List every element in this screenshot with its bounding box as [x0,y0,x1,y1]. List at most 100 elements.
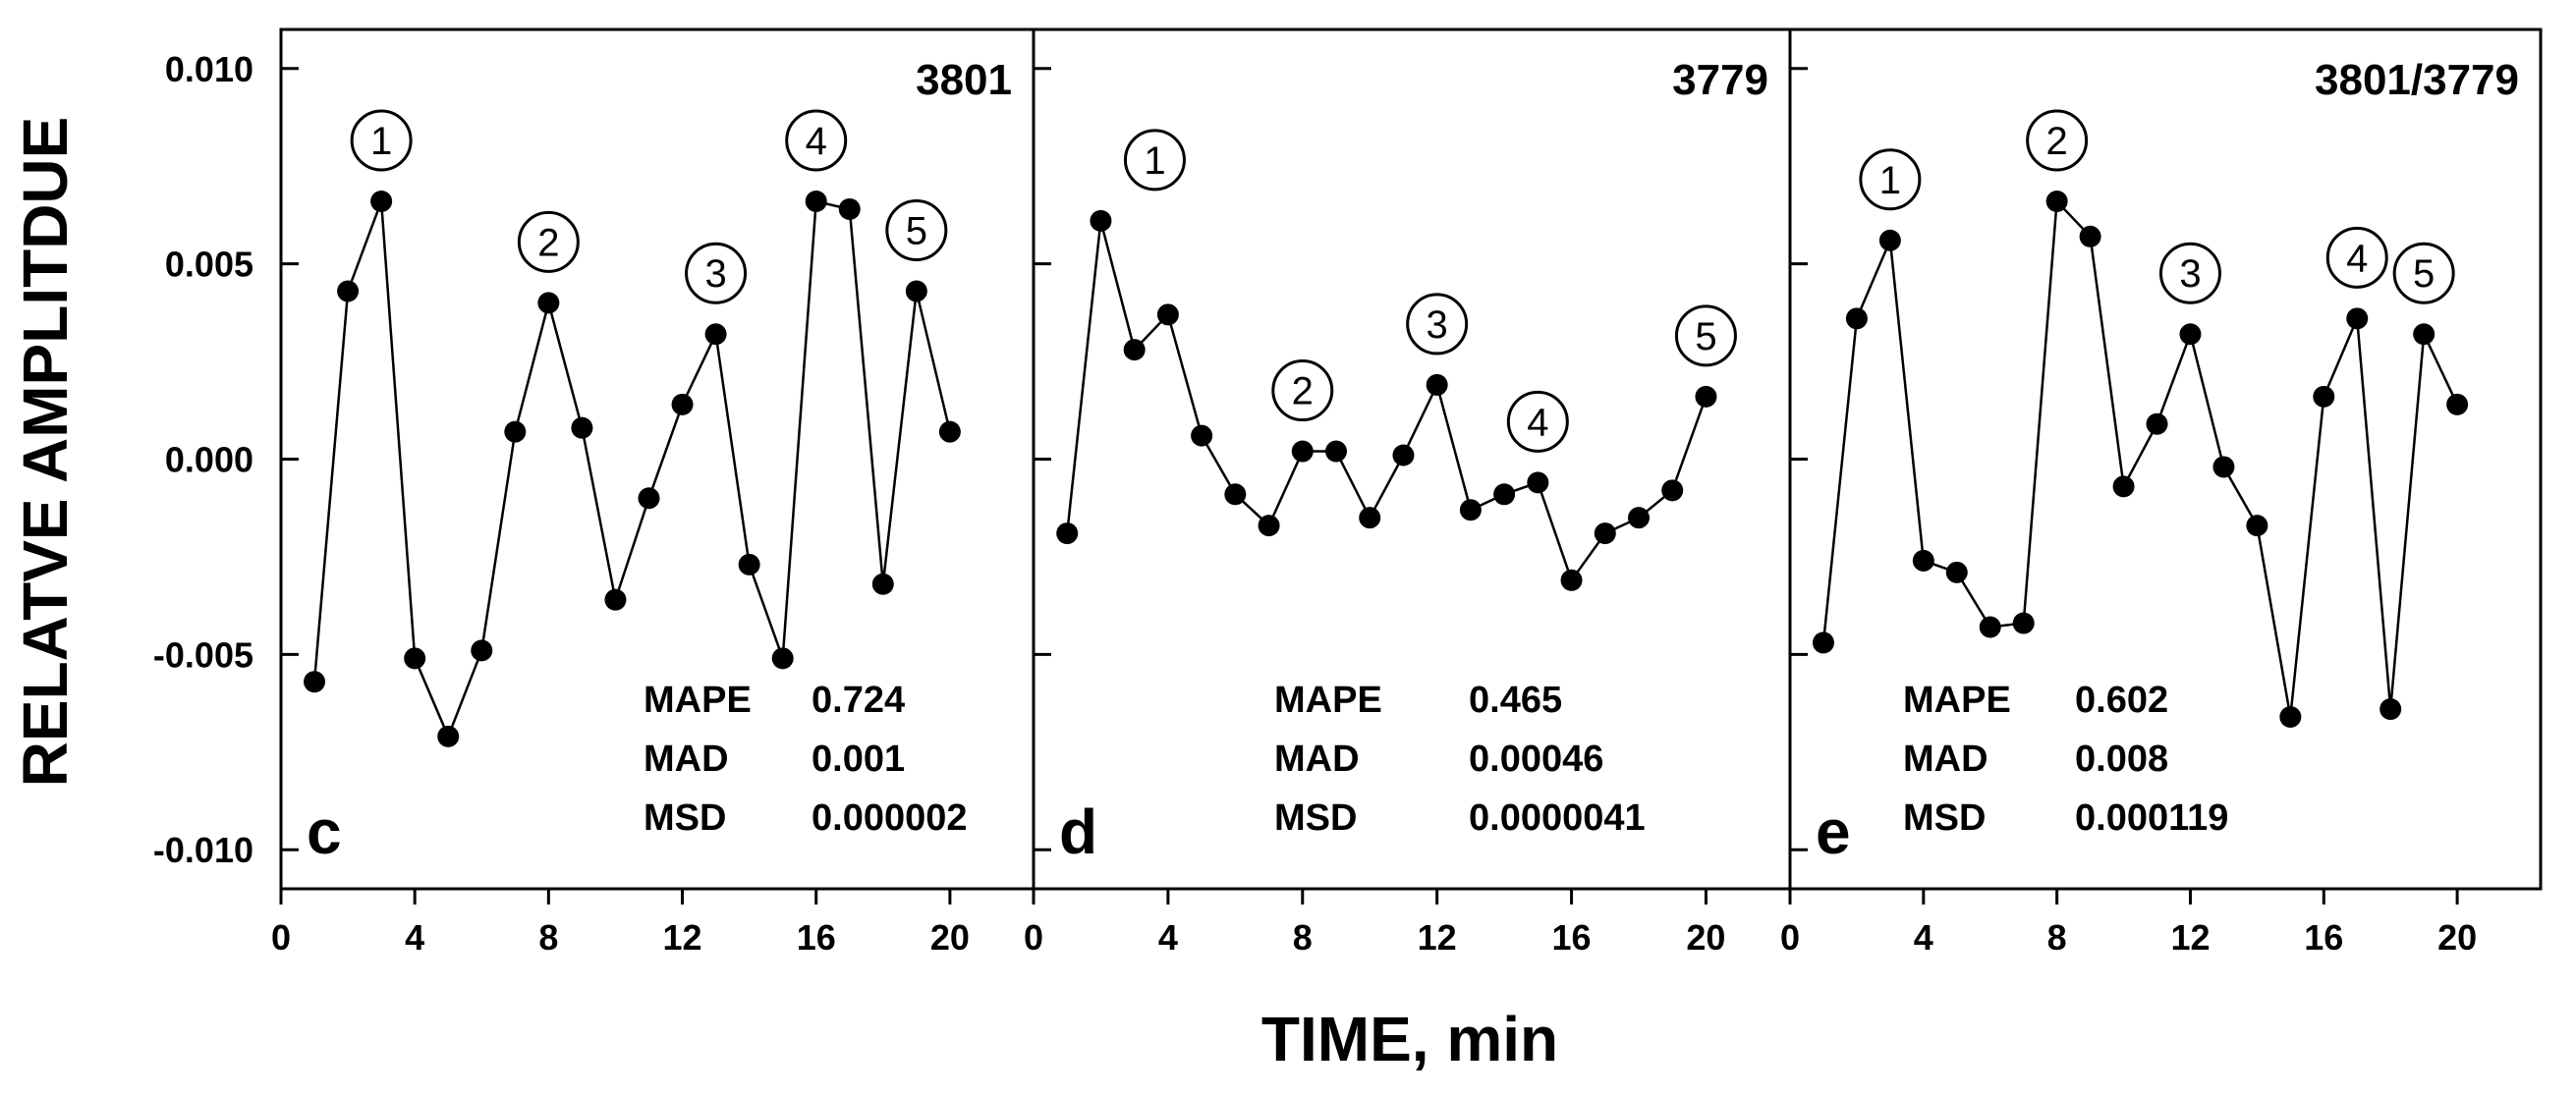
panel-title: 3801/3779 [2315,56,2519,104]
stat-name: MAD [644,739,729,780]
data-point [838,197,861,220]
peak-marker-label: 5 [906,209,927,252]
data-point [638,487,660,510]
x-axis-title: TIME, min [1261,1004,1558,1074]
data-point [304,671,326,693]
panel-title: 3801 [916,56,1012,104]
peak-marker [1506,390,1569,453]
x-tick-label: 20 [2437,917,2477,958]
stat-name: MAD [1274,739,1360,780]
peak-marker-label: 2 [537,221,559,264]
data-point [370,191,393,212]
x-tick-label: 12 [663,917,702,958]
stat-value: 0.602 [2075,680,2168,721]
peak-marker [2158,242,2221,304]
panel-letter: e [1816,796,1851,867]
data-point [2413,323,2436,346]
panel-letter: c [307,796,342,867]
peak-marker [685,242,748,304]
peak-marker-label: 3 [2179,252,2201,296]
x-tick-label: 8 [1293,917,1313,958]
x-tick-label: 12 [1418,917,1457,958]
peak-marker [1123,129,1186,192]
data-point [1695,385,1717,408]
data-point [2380,698,2402,721]
peak-marker-label: 4 [806,120,827,163]
data-point [1845,307,1868,330]
data-point [2045,191,2068,212]
x-tick-label: 16 [1552,917,1592,958]
data-point [1056,522,1079,545]
peak-marker [1859,148,1922,211]
data-point [2279,706,2302,728]
peak-marker [350,109,413,172]
stat-name: MAPE [1274,680,1382,721]
stat-name: MSD [644,797,726,839]
data-point [805,191,827,212]
peak-marker-label: 4 [1527,401,1548,444]
data-point [1812,631,1834,654]
data-point [1979,616,2001,638]
data-point [1258,515,1280,537]
data-point [2346,307,2369,330]
data-point [504,420,527,443]
stat-value: 0.000002 [812,797,968,839]
stat-value: 0.465 [1469,680,1562,721]
peak-marker [1674,304,1737,367]
data-point [604,588,627,611]
x-tick-label: 0 [1780,917,1800,958]
data-point [2112,475,2135,498]
data-point [537,292,560,314]
panel-title: 3779 [1672,56,1768,104]
stat-name: MSD [1274,797,1357,839]
data-point [1878,229,1901,251]
y-axis-title: RELATVE AMPLITDUE [10,117,81,788]
data-point [1459,499,1482,521]
peak-marker [885,198,948,261]
peak-marker-label: 3 [1427,303,1448,347]
stat-value: 0.00046 [1469,739,1603,780]
peak-marker [2392,242,2455,304]
peak-marker-label: 1 [1144,139,1165,183]
x-tick-label: 4 [405,917,424,958]
peak-marker-label: 4 [2346,237,2368,280]
data-point [871,573,894,595]
data-point [1123,339,1146,361]
x-tick-label: 8 [538,917,558,958]
data-point [1560,569,1583,591]
y-axis: 0.010 0.005 0.000 -0.005 -0.010 [153,49,1808,870]
x-tick-label: 4 [1914,917,1933,958]
data-point [2179,323,2202,346]
data-point [2212,456,2235,478]
panel-letter: d [1059,796,1097,867]
data-point [1912,549,1934,572]
peak-marker-label: 5 [2413,252,2435,296]
y-tick-label: 0.000 [165,440,253,480]
data-point [437,725,460,747]
peak-marker-label: 3 [704,252,726,296]
x-tick-label: 20 [1686,917,1725,958]
x-tick-label: 16 [797,917,836,958]
peak-marker [2026,109,2089,172]
y-tick-label: -0.005 [153,634,253,675]
peak-marker [1271,359,1334,422]
data-point [2079,225,2101,247]
data-point [1945,561,1968,583]
data-point [1291,440,1314,463]
data-point [704,323,727,346]
peak-marker [2325,226,2388,289]
stat-value: 0.724 [812,680,905,721]
data-point [1224,483,1247,506]
data-point [1090,209,1112,232]
data-point [1191,424,1213,447]
data-point [1527,471,1549,494]
data-point [2313,385,2335,408]
data-point [2146,412,2168,435]
x-tick-label: 0 [271,917,291,958]
data-point [1359,507,1381,529]
data-point [1392,444,1415,466]
stat-name: MAPE [1903,680,2011,721]
peak-marker [1406,293,1469,356]
data-point [2012,612,2035,634]
